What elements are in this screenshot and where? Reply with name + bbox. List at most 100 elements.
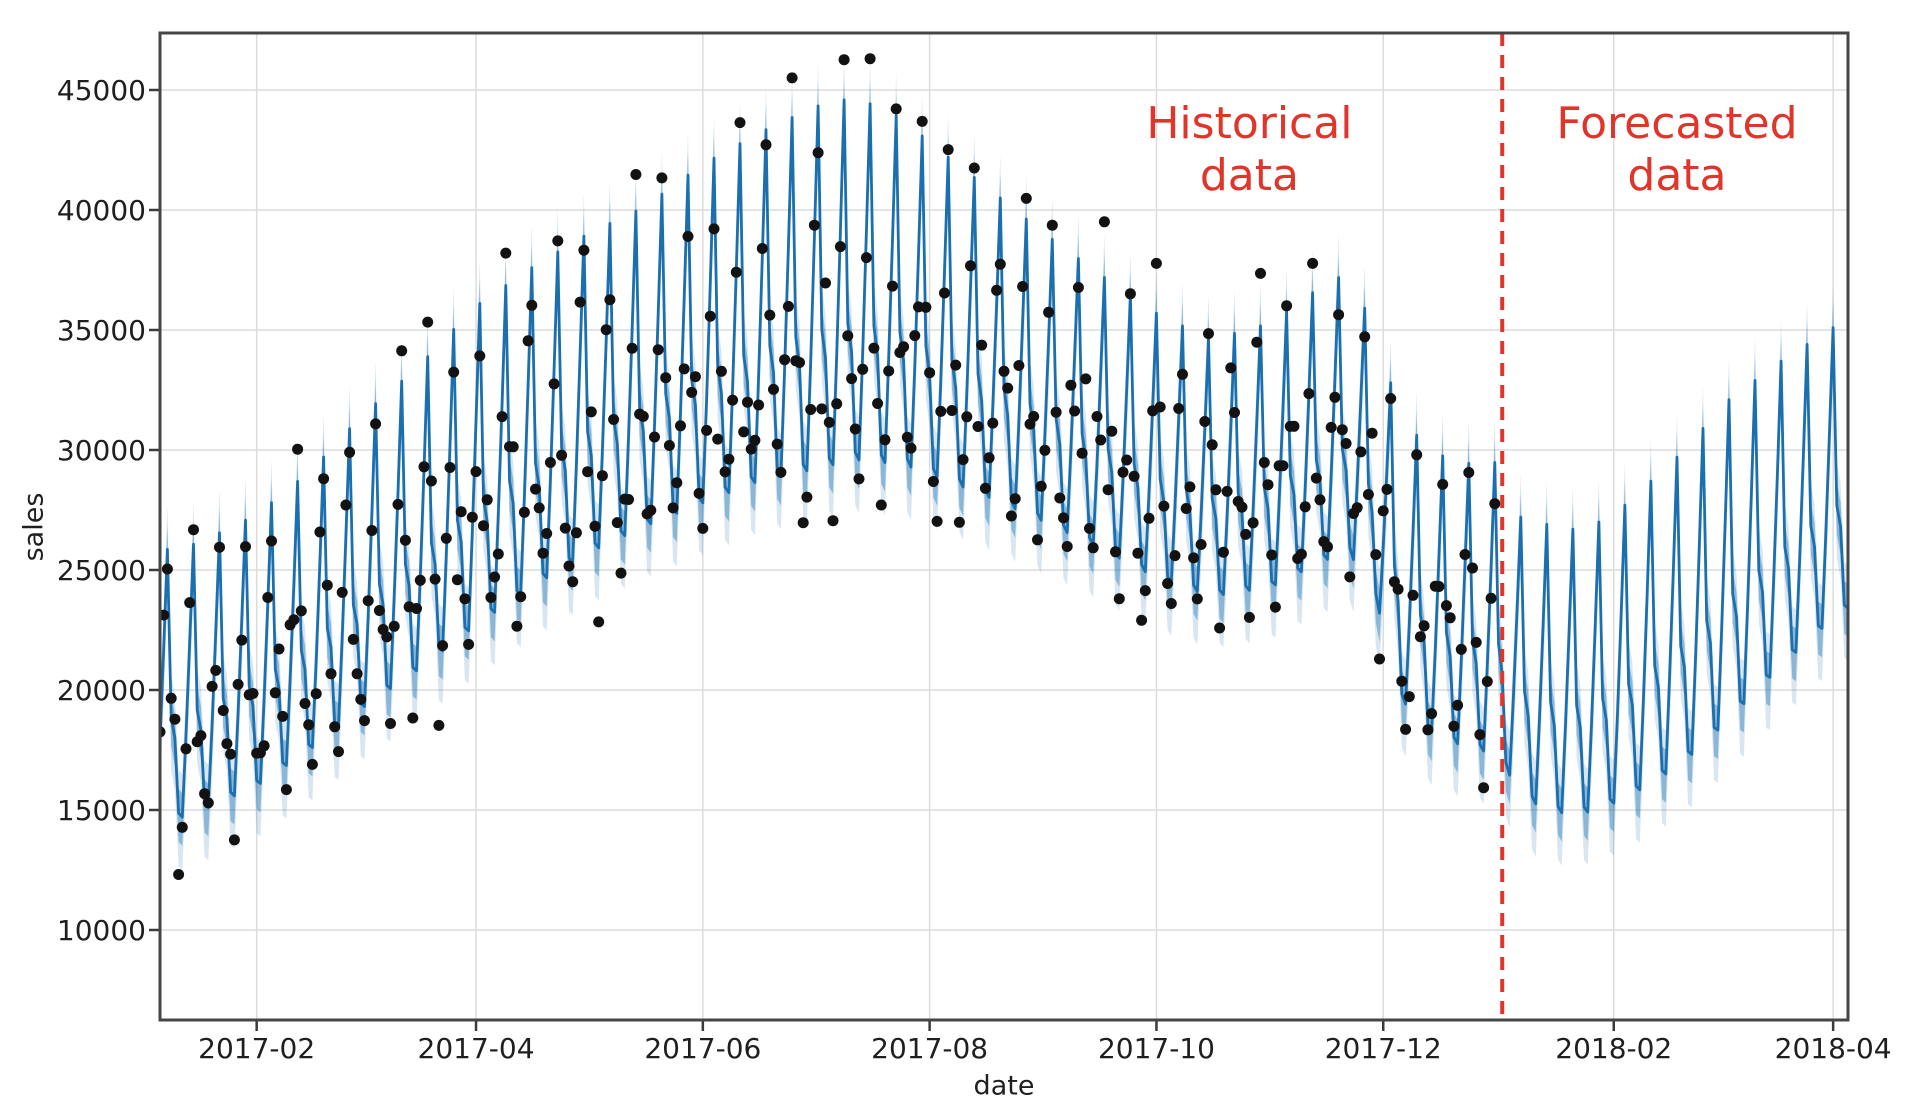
observed-point [1158,500,1170,512]
observed-point [455,506,467,518]
observed-point [1154,401,1166,413]
observed-point [797,517,809,529]
observed-point [1240,528,1252,540]
observed-point [715,365,727,377]
observed-point [1180,503,1192,514]
observed-points [160,53,1501,880]
observed-point [470,466,482,478]
x-tick-label: 2017-02 [198,1032,315,1065]
y-tick-label: 25000 [57,554,146,587]
observed-point [169,713,181,725]
observed-point [905,442,917,454]
observed-point [745,443,757,455]
observed-point [481,494,493,506]
observed-point [782,300,794,312]
x-tick-label: 2017-12 [1325,1032,1442,1065]
observed-point [225,748,237,760]
observed-point [325,668,337,680]
observed-point [351,668,363,680]
observed-point [1229,407,1240,418]
y-tick-label: 45000 [57,74,146,107]
observed-point [1091,411,1103,422]
observed-point [236,634,248,646]
observed-point [1437,478,1449,490]
observed-point [299,698,311,709]
observed-point [1299,501,1311,513]
observed-point [474,350,486,362]
observed-point [756,243,768,254]
observed-point [1314,494,1326,506]
observed-point [570,527,582,539]
observed-point [563,560,575,572]
observed-point [946,405,958,416]
observed-point [344,446,356,458]
observed-point [1128,470,1140,482]
observed-point [1013,360,1025,371]
observed-point [879,434,891,446]
observed-point [890,103,902,115]
observed-point [574,296,586,308]
observed-point [1217,546,1229,558]
observed-point [280,784,292,796]
observed-point [660,372,672,384]
observed-point [578,244,590,256]
observed-point [823,416,835,428]
observed-point [682,230,694,242]
observed-point [768,383,779,395]
observed-point [887,280,898,292]
observed-point [340,499,352,511]
observed-point [247,688,259,699]
observed-point [1433,581,1445,592]
observed-point [507,441,519,453]
observed-point [820,277,831,289]
observed-point [1102,484,1114,496]
observed-point [1110,546,1121,558]
observed-point [1381,483,1393,495]
observed-point [195,730,207,742]
observed-point [1072,282,1084,293]
observed-point [266,535,277,547]
observed-point [608,414,620,425]
observed-point [463,638,475,650]
observed-point [760,139,772,151]
observed-point [1080,373,1092,385]
observed-point [1355,446,1367,458]
observed-point [1329,391,1341,403]
observed-point [1069,405,1081,417]
observed-point [176,821,188,833]
observed-point [1054,492,1066,504]
observed-point [645,504,657,516]
observed-point [1407,589,1419,601]
observed-point [1169,550,1181,562]
observed-point [1005,510,1017,522]
observed-point [1336,424,1348,436]
observed-point [842,330,854,342]
observed-point [333,746,344,758]
observed-point [1396,675,1408,687]
observed-point [1467,562,1478,574]
observed-point [976,339,988,351]
observed-point [567,576,579,588]
observed-point [860,252,872,264]
observed-point [1418,620,1430,632]
observed-point [704,310,716,322]
observed-point [1489,498,1501,510]
observed-point [864,53,876,65]
observed-point [775,466,787,478]
observed-point [388,620,400,632]
observed-point [1017,281,1029,292]
plot-border [158,31,1850,1022]
observed-point [1414,631,1426,643]
observed-point [269,687,281,699]
observed-point [1039,444,1051,456]
observed-point [1206,439,1218,451]
observed-point [1203,328,1214,340]
observed-point [411,603,422,614]
observed-point [849,423,861,435]
observed-point [385,718,396,729]
observed-point [611,517,623,529]
observed-point [637,410,649,422]
observed-point [1117,466,1129,478]
observed-point [853,473,865,485]
observed-point [953,516,965,528]
